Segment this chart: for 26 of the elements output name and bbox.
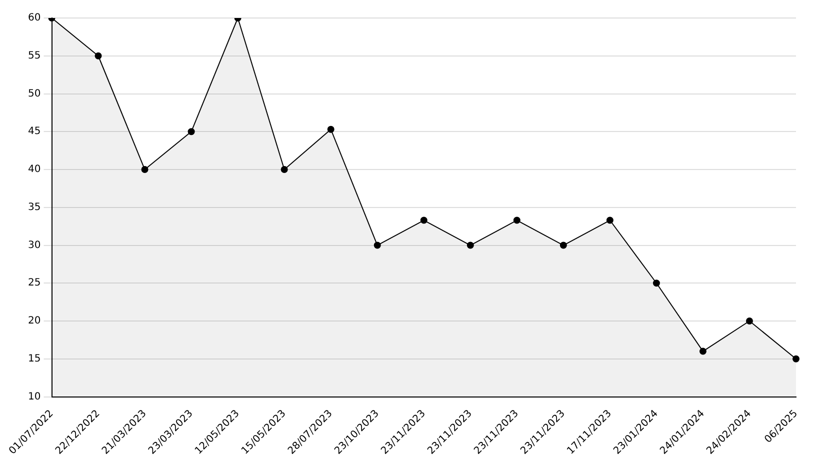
point xyxy=(466,242,474,249)
point xyxy=(560,242,567,249)
point xyxy=(327,126,334,133)
point xyxy=(280,166,288,174)
y-tick-label: 15 xyxy=(28,353,41,364)
y-tick-label: 25 xyxy=(28,278,41,289)
point xyxy=(652,280,660,287)
point xyxy=(513,216,520,224)
point xyxy=(606,216,614,224)
y-tick-label: 30 xyxy=(28,240,41,251)
point xyxy=(188,128,195,136)
point xyxy=(94,52,102,60)
y-tick-label: 55 xyxy=(28,50,41,62)
point xyxy=(374,242,381,249)
y-tick-label: 50 xyxy=(28,88,41,100)
point xyxy=(699,348,706,355)
y-tick-label: 45 xyxy=(28,126,41,138)
y-tick-label: 40 xyxy=(28,164,41,176)
point xyxy=(792,355,800,362)
y-tick-label: 10 xyxy=(28,391,41,402)
point xyxy=(141,166,148,174)
point xyxy=(746,318,753,325)
point xyxy=(420,216,428,224)
y-tick-label: 35 xyxy=(28,202,41,213)
y-tick-label: 60 xyxy=(28,12,41,24)
y-tick-label: 20 xyxy=(28,316,41,327)
